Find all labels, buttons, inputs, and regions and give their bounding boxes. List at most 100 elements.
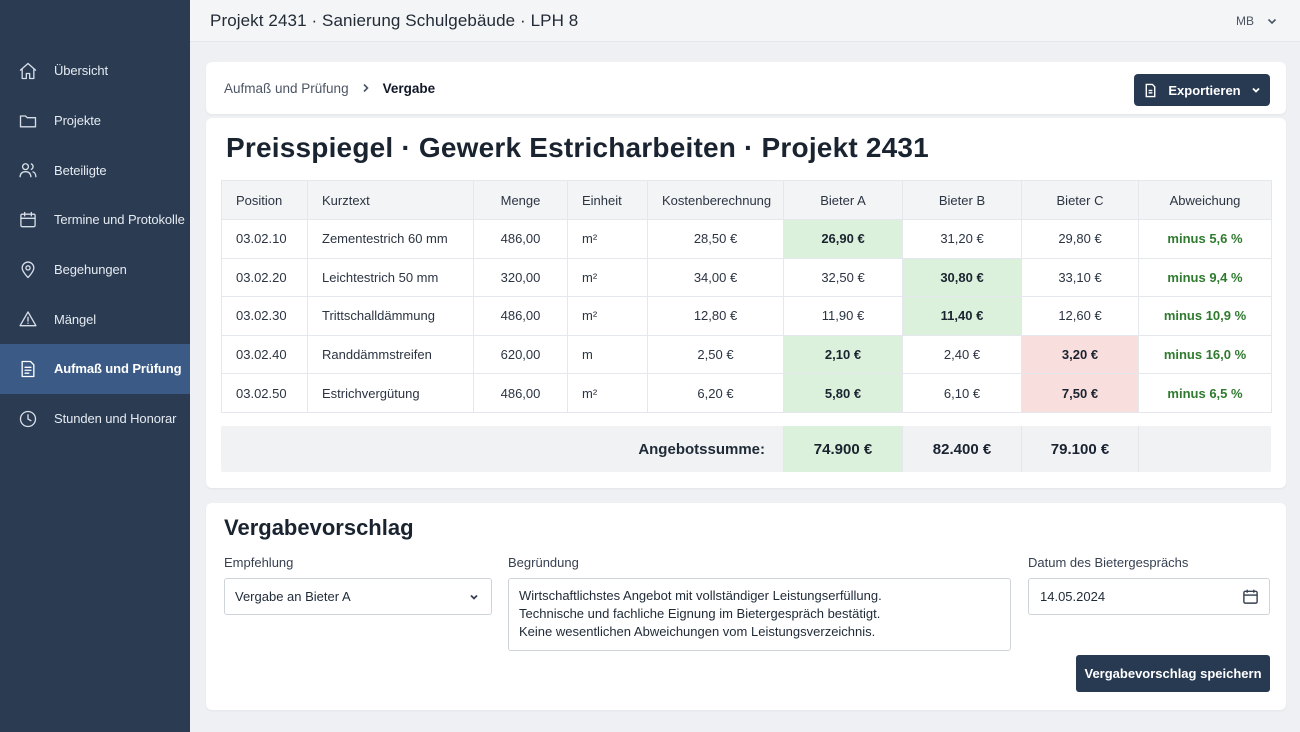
cell-menge: 320,00 bbox=[473, 257, 568, 298]
page-title: Preisspiegel · Gewerk Estricharbeiten · … bbox=[226, 132, 929, 163]
price-comparison-card: Preisspiegel · Gewerk Estricharbeiten · … bbox=[206, 118, 1286, 488]
breadcrumb-card: Aufmaß und Prüfung Vergabe Exportieren bbox=[206, 62, 1286, 114]
save-proposal-button[interactable]: Vergabevorschlag speichern bbox=[1076, 655, 1270, 692]
col-header-abweichung: Abweichung bbox=[1138, 180, 1272, 220]
chevron-right-icon bbox=[361, 83, 371, 93]
map-pin-icon bbox=[18, 260, 38, 280]
begruendung-label: Begründung bbox=[508, 555, 579, 570]
cell-position: 03.02.50 bbox=[221, 373, 308, 413]
sidebar-item-projekte[interactable]: Projekte bbox=[0, 96, 190, 146]
cell-abweichung: minus 16,0 % bbox=[1138, 334, 1272, 375]
col-header-menge: Menge bbox=[473, 180, 568, 220]
cell-position: 03.02.10 bbox=[221, 219, 308, 259]
users-icon bbox=[18, 160, 38, 180]
chevron-down-icon bbox=[1266, 15, 1278, 27]
cell-kostenberechnung: 6,20 € bbox=[647, 373, 784, 413]
sidebar-item-stunden[interactable]: Stunden und Honorar bbox=[0, 394, 190, 444]
offer-sum-bieter-c: 79.100 € bbox=[1021, 426, 1138, 472]
cell-menge: 486,00 bbox=[473, 296, 568, 336]
cell-menge: 620,00 bbox=[473, 334, 568, 375]
begruendung-textarea[interactable]: Wirtschaftlichstes Angebot mit vollständ… bbox=[508, 578, 1011, 651]
clock-icon bbox=[18, 409, 38, 429]
cell-kurztext: Zementestrich 60 mm bbox=[307, 219, 474, 259]
cell-kostenberechnung: 2,50 € bbox=[647, 334, 784, 375]
sidebar-item-label: Stunden und Honorar bbox=[54, 411, 177, 427]
col-header-einheit: Einheit bbox=[567, 180, 648, 220]
cell-bieter-b: 2,40 € bbox=[902, 334, 1022, 375]
cell-kurztext: Leichtestrich 50 mm bbox=[307, 257, 474, 298]
cell-bieter-c: 29,80 € bbox=[1021, 219, 1139, 259]
calendar-icon bbox=[18, 210, 38, 230]
cell-kostenberechnung: 34,00 € bbox=[647, 257, 784, 298]
breadcrumb-parent-link[interactable]: Aufmaß und Prüfung bbox=[224, 80, 349, 96]
cell-kurztext: Randdämmstreifen bbox=[307, 334, 474, 375]
cell-bieter-b: 11,40 € bbox=[902, 296, 1022, 336]
cell-menge: 486,00 bbox=[473, 219, 568, 259]
sidebar-item-label: Aufmaß und Prüfung bbox=[54, 361, 182, 377]
empfehlung-label: Empfehlung bbox=[224, 555, 294, 570]
cell-abweichung: minus 5,6 % bbox=[1138, 219, 1272, 259]
begruendung-line: Keine wesentlichen Abweichungen vom Leis… bbox=[519, 624, 876, 639]
cell-einheit: m² bbox=[567, 257, 648, 298]
document-icon bbox=[18, 359, 38, 379]
sidebar-item-label: Mängel bbox=[54, 311, 97, 327]
sidebar-item-termine[interactable]: Termine und Protokolle bbox=[0, 195, 190, 245]
cell-kostenberechnung: 12,80 € bbox=[647, 296, 784, 336]
calendar-icon[interactable] bbox=[1242, 588, 1259, 605]
cell-einheit: m bbox=[567, 334, 648, 375]
user-menu[interactable]: MB bbox=[1236, 0, 1278, 42]
offer-sum-empty bbox=[1138, 426, 1271, 472]
col-header-bieter-a: Bieter A bbox=[783, 180, 903, 220]
price-comparison-table: Position Kurztext Menge Einheit Kostenbe… bbox=[221, 180, 1272, 413]
sidebar-item-label: Beteiligte bbox=[54, 162, 107, 178]
home-icon bbox=[18, 61, 38, 81]
user-initials: MB bbox=[1236, 14, 1254, 28]
cell-abweichung: minus 9,4 % bbox=[1138, 257, 1272, 298]
col-header-kostenberechnung: Kostenberechnung bbox=[647, 180, 784, 220]
document-icon bbox=[1143, 83, 1168, 98]
col-header-bieter-b: Bieter B bbox=[902, 180, 1022, 220]
export-button[interactable]: Exportieren bbox=[1134, 74, 1270, 106]
table-row: 03.02.30 Trittschalldämmung 486,00 m² 12,80 … bbox=[221, 296, 1272, 336]
cell-bieter-b: 6,10 € bbox=[902, 373, 1022, 413]
cell-kurztext: Estrichvergütung bbox=[307, 373, 474, 413]
breadcrumb-current: Vergabe bbox=[382, 80, 436, 96]
cell-position: 03.02.30 bbox=[221, 296, 308, 336]
empfehlung-select[interactable]: Vergabe an Bieter A bbox=[224, 578, 492, 615]
datum-value: 14.05.2024 bbox=[1040, 589, 1106, 604]
cell-bieter-c: 3,20 € bbox=[1021, 334, 1139, 375]
sidebar-item-label: Übersicht bbox=[54, 63, 109, 79]
cell-einheit: m² bbox=[567, 296, 648, 336]
table-row: 03.02.10 Zementestrich 60 mm 486,00 m² 28,50… bbox=[221, 219, 1272, 259]
top-bar: Projekt 2431 · Sanierung Schulgebäude · … bbox=[190, 0, 1300, 42]
cell-bieter-a: 11,90 € bbox=[783, 296, 903, 336]
table-row: 03.02.50 Estrichvergütung 486,00 m² 6,20 €5,… bbox=[221, 373, 1272, 413]
offer-sum-bieter-a: 74.900 € bbox=[783, 426, 902, 472]
chevron-down-icon bbox=[469, 592, 479, 602]
cell-bieter-b: 30,80 € bbox=[902, 257, 1022, 298]
sidebar-item-aufmass[interactable]: Aufmaß und Prüfung bbox=[0, 344, 190, 394]
cell-bieter-a: 5,80 € bbox=[783, 373, 903, 413]
col-header-kurztext: Kurztext bbox=[307, 180, 474, 220]
sidebar-item-uebersicht[interactable]: Übersicht bbox=[0, 46, 190, 96]
table-row: 03.02.20 Leichtestrich 50 mm 320,00 m² 34,00… bbox=[221, 257, 1272, 298]
chevron-down-icon bbox=[1241, 85, 1261, 95]
sidebar-nav: Übersicht Projekte Beteiligte Termine un… bbox=[0, 46, 190, 444]
warning-icon bbox=[18, 309, 38, 329]
cell-abweichung: minus 10,9 % bbox=[1138, 296, 1272, 336]
project-title: Projekt 2431 · Sanierung Schulgebäude · … bbox=[210, 10, 579, 30]
sidebar-item-maengel[interactable]: Mängel bbox=[0, 294, 190, 344]
sidebar-item-label: Projekte bbox=[54, 113, 101, 129]
sidebar-item-beteiligte[interactable]: Beteiligte bbox=[0, 145, 190, 195]
cell-abweichung: minus 6,5 % bbox=[1138, 373, 1272, 413]
section-title: Vergabevorschlag bbox=[224, 515, 414, 540]
award-proposal-card: Vergabevorschlag Empfehlung Vergabe an B… bbox=[206, 503, 1286, 710]
sidebar-item-begehungen[interactable]: Begehungen bbox=[0, 245, 190, 295]
cell-bieter-b: 31,20 € bbox=[902, 219, 1022, 259]
sidebar-item-label: Begehungen bbox=[54, 262, 127, 278]
cell-bieter-c: 33,10 € bbox=[1021, 257, 1139, 298]
datum-input[interactable]: 14.05.2024 bbox=[1028, 578, 1270, 615]
sidebar: Übersicht Projekte Beteiligte Termine un… bbox=[0, 0, 190, 732]
cell-bieter-c: 12,60 € bbox=[1021, 296, 1139, 336]
cell-position: 03.02.40 bbox=[221, 334, 308, 375]
